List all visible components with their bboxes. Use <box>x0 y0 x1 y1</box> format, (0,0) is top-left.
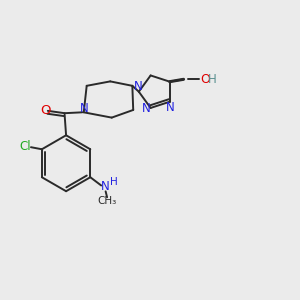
Text: CH₃: CH₃ <box>98 196 117 206</box>
Text: O: O <box>200 73 210 86</box>
Text: N: N <box>142 102 150 115</box>
Text: N: N <box>134 80 142 93</box>
Text: N: N <box>80 102 89 115</box>
Text: H: H <box>208 73 217 86</box>
Text: N: N <box>166 100 175 113</box>
Text: N: N <box>101 181 110 194</box>
Text: Cl: Cl <box>20 140 32 153</box>
Text: H: H <box>110 177 118 187</box>
Text: O: O <box>40 104 51 117</box>
